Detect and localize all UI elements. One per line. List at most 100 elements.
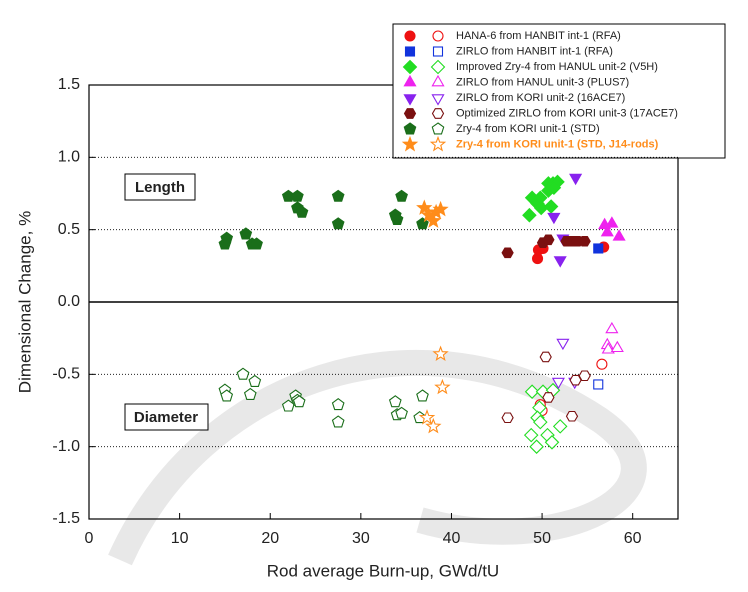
legend-label: ZIRLO from HANBIT int-1 (RFA)	[456, 45, 613, 57]
annotation-box	[124, 403, 209, 431]
marker	[416, 199, 433, 215]
marker	[430, 59, 446, 75]
marker	[569, 173, 583, 186]
legend-label: HANA-6 from HANBIT int-1 (RFA)	[456, 30, 621, 42]
y-tick-label: -0.5	[52, 366, 80, 383]
marker	[533, 414, 548, 430]
marker	[431, 74, 445, 87]
marker	[610, 340, 624, 353]
marker	[431, 94, 445, 106]
marker	[605, 321, 619, 334]
marker	[523, 427, 539, 443]
marker	[248, 374, 262, 387]
legend-entry: ZIRLO from KORI unit-2 (16ACE7)	[403, 92, 625, 106]
marker	[401, 135, 419, 152]
x-tick-label: 40	[443, 530, 461, 547]
y-tick-label: -1.0	[52, 438, 80, 455]
marker	[542, 392, 555, 403]
marker	[295, 205, 309, 218]
marker	[239, 227, 253, 240]
y-tick-label: 1.5	[58, 76, 80, 93]
marker	[220, 389, 234, 402]
marker	[250, 237, 263, 250]
marker	[612, 229, 626, 241]
marker	[418, 409, 436, 425]
marker	[404, 30, 416, 42]
marker	[547, 212, 561, 225]
marker	[331, 217, 345, 230]
marker	[601, 342, 615, 354]
marker	[553, 256, 567, 268]
legend-label: ZIRLO from HANUL unit-3 (PLUS7)	[456, 76, 629, 88]
marker	[416, 389, 429, 402]
legend-label: ZIRLO from KORI unit-2 (16ACE7)	[456, 92, 625, 104]
marker	[539, 351, 552, 363]
legend-box	[392, 23, 726, 159]
y-tick-label: 1.0	[58, 149, 80, 166]
watermark	[108, 350, 647, 566]
marker	[390, 212, 404, 225]
marker	[429, 135, 447, 152]
legend-label: Improved Zry-4 from HANUL unit-2 (V5H)	[456, 61, 658, 73]
marker	[425, 212, 442, 228]
x-tick-label: 10	[171, 530, 189, 547]
x-tick-label: 30	[352, 530, 370, 547]
marker	[403, 74, 417, 87]
marker	[565, 410, 579, 422]
annotation: Length	[135, 179, 185, 196]
marker	[524, 384, 540, 399]
legend-label: Optimized ZIRLO from KORI unit-3 (17ACE7…	[456, 107, 678, 119]
marker	[425, 417, 442, 434]
legend-label: Zry-4 from KORI unit-1 (STD)	[456, 123, 600, 135]
marker	[220, 231, 234, 244]
x-tick-label: 0	[85, 530, 94, 547]
x-tick-label: 60	[624, 530, 642, 547]
marker	[551, 377, 565, 390]
x-tick-label: 20	[261, 530, 279, 547]
marker	[432, 200, 449, 217]
marker	[403, 122, 417, 135]
marker	[395, 189, 408, 202]
y-tick-label: 0.0	[58, 293, 80, 310]
marker	[556, 338, 570, 351]
marker	[552, 419, 568, 434]
marker	[544, 435, 560, 450]
marker	[501, 247, 514, 259]
marker	[431, 122, 445, 135]
marker	[541, 183, 556, 198]
marker	[522, 207, 537, 223]
marker	[533, 190, 548, 206]
marker	[434, 378, 451, 395]
marker	[542, 234, 555, 246]
marker	[501, 412, 514, 424]
marker	[600, 224, 614, 237]
legend-entry: Optimized ZIRLO from KORI unit-3 (17ACE7…	[403, 107, 678, 119]
marker	[403, 94, 417, 106]
marker	[529, 439, 544, 454]
marker	[431, 108, 445, 119]
y-axis-label: Dimensional Change, %	[15, 211, 34, 393]
marker	[243, 387, 257, 400]
marker	[404, 46, 416, 57]
marker	[331, 398, 345, 411]
legend-entry: Zry-4 from KORI unit-1 (STD, J14-rods)	[401, 135, 659, 152]
legend-entry: ZIRLO from HANUL unit-3 (PLUS7)	[403, 74, 629, 88]
marker	[236, 367, 250, 380]
x-axis-label: Rod average Burn-up, GWd/tU	[267, 561, 499, 580]
marker	[432, 46, 444, 57]
marker	[605, 216, 619, 228]
marker	[432, 345, 449, 361]
legend-entry: Zry-4 from KORI unit-1 (STD)	[403, 122, 600, 135]
y-tick-label: -1.5	[52, 510, 80, 527]
legend-entry: HANA-6 from HANBIT int-1 (RFA)	[404, 30, 621, 42]
marker	[403, 108, 417, 119]
marker	[331, 415, 345, 428]
marker	[388, 395, 402, 408]
legend-entry: ZIRLO from HANBIT int-1 (RFA)	[404, 45, 613, 57]
legend-entry: Improved Zry-4 from HANUL unit-2 (V5H)	[402, 59, 658, 75]
marker	[292, 395, 306, 408]
annotation-box	[124, 173, 196, 201]
marker	[331, 189, 345, 202]
marker	[543, 199, 559, 214]
